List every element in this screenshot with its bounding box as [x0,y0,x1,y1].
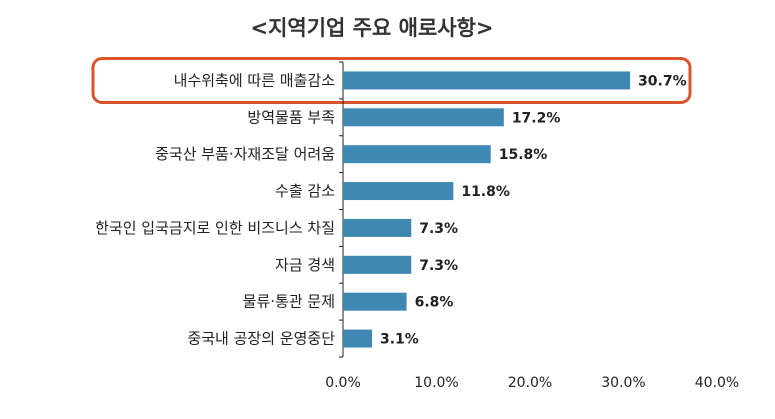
bar [343,71,631,90]
highlight-box [91,56,692,104]
value-label: 15.8% [499,147,548,163]
value-label: 7.3% [419,221,458,237]
category-label: 내수위축에 따른 매출감소 [174,71,336,89]
x-tick-label: 0.0% [325,375,361,391]
category-label: 중국산 부품·자재조달 어려움 [155,145,335,163]
category-label: 한국인 입국금지로 인한 비즈니스 차질 [95,219,335,237]
bar [343,255,412,274]
bar [343,329,372,348]
bar [343,292,407,311]
value-label: 11.8% [461,184,510,200]
bar [343,145,491,164]
value-label: 7.3% [419,258,458,274]
x-tick-label: 10.0% [414,375,458,391]
value-label: 3.1% [380,332,419,348]
value-label: 6.8% [415,295,454,311]
bar [343,182,454,201]
category-label: 방역물품 부족 [247,108,335,126]
x-tick-label: 30.0% [601,375,645,391]
category-label: 중국내 공장의 운영중단 [187,330,335,348]
bar [343,108,504,127]
category-label: 자금 경색 [275,256,335,274]
bar [343,218,412,237]
category-label: 수출 감소 [275,182,335,200]
value-label: 30.7% [638,73,687,89]
value-label: 17.2% [512,110,561,126]
x-tick-label: 40.0% [695,375,739,391]
x-tick-label: 20.0% [508,375,552,391]
chart-title: <지역기업 주요 애로사항> [250,16,493,40]
category-label: 물류·통관 문제 [243,293,335,311]
